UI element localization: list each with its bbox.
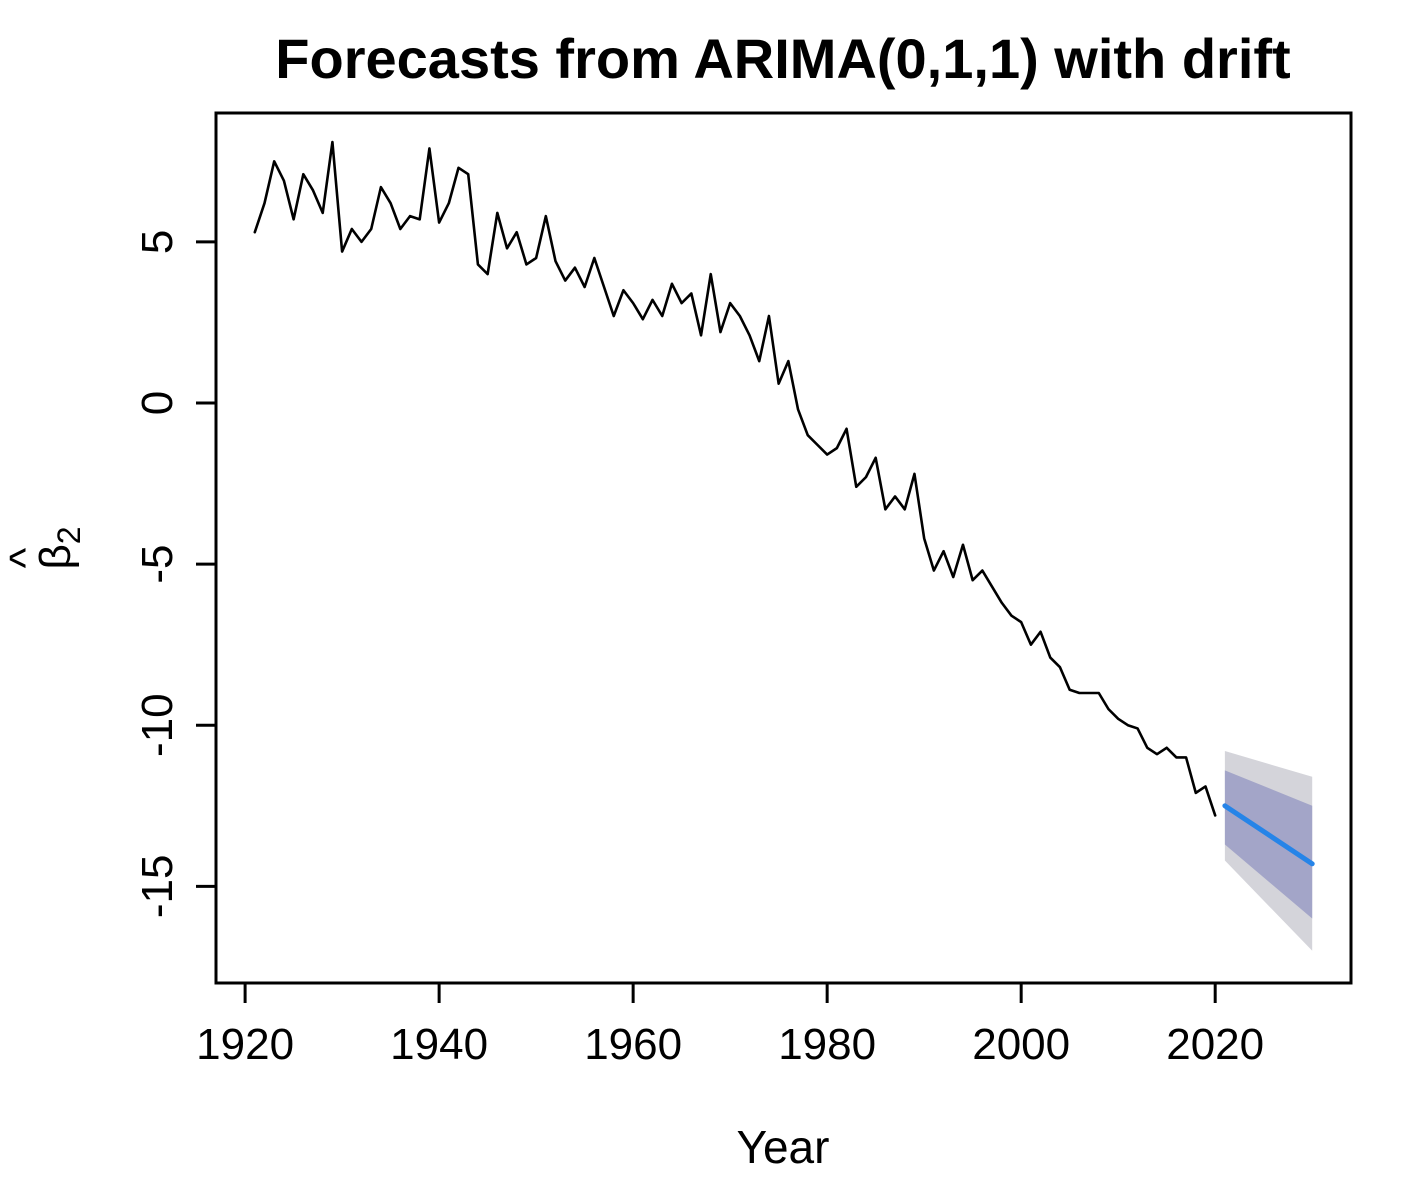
y-tick-label--15: -15 (133, 855, 182, 919)
y-label-symbol: β (31, 544, 80, 569)
band-80pct (1224, 770, 1313, 919)
series-observed-line (253, 140, 1217, 817)
x-axis: 1920 1940 1960 1980 2000 2020 (196, 981, 1264, 1069)
x-tick-label-1940: 1940 (390, 1020, 488, 1069)
x-tick-label-2020: 2020 (1166, 1020, 1264, 1069)
x-tick-label-1960: 1960 (584, 1020, 682, 1069)
chart-title: Forecasts from ARIMA(0,1,1) with drift (275, 27, 1290, 90)
plot-area (214, 111, 1353, 985)
x-tick-label-1920: 1920 (196, 1020, 294, 1069)
y-label-subscript: 2 (51, 526, 87, 544)
forecast-bands (1224, 751, 1313, 951)
y-tick-label--10: -10 (133, 693, 182, 757)
svg-text:β2: β2 (31, 526, 87, 569)
x-axis-label: Year (737, 1121, 830, 1173)
y-tick-label--5: -5 (133, 545, 182, 584)
x-tick-label-2000: 2000 (972, 1020, 1070, 1069)
y-tick-label-5: 5 (133, 230, 182, 254)
y-axis-label: β2 ^ (1, 526, 87, 569)
y-tick-label-0: 0 (133, 391, 182, 415)
y-axis: 5 0 -5 -10 -15 (133, 230, 218, 919)
series-lines (253, 140, 1315, 867)
y-label-hat: ^ (1, 547, 50, 568)
x-tick-label-1980: 1980 (778, 1020, 876, 1069)
plot-frame (214, 111, 1353, 985)
series-forecast-line (1222, 803, 1315, 867)
